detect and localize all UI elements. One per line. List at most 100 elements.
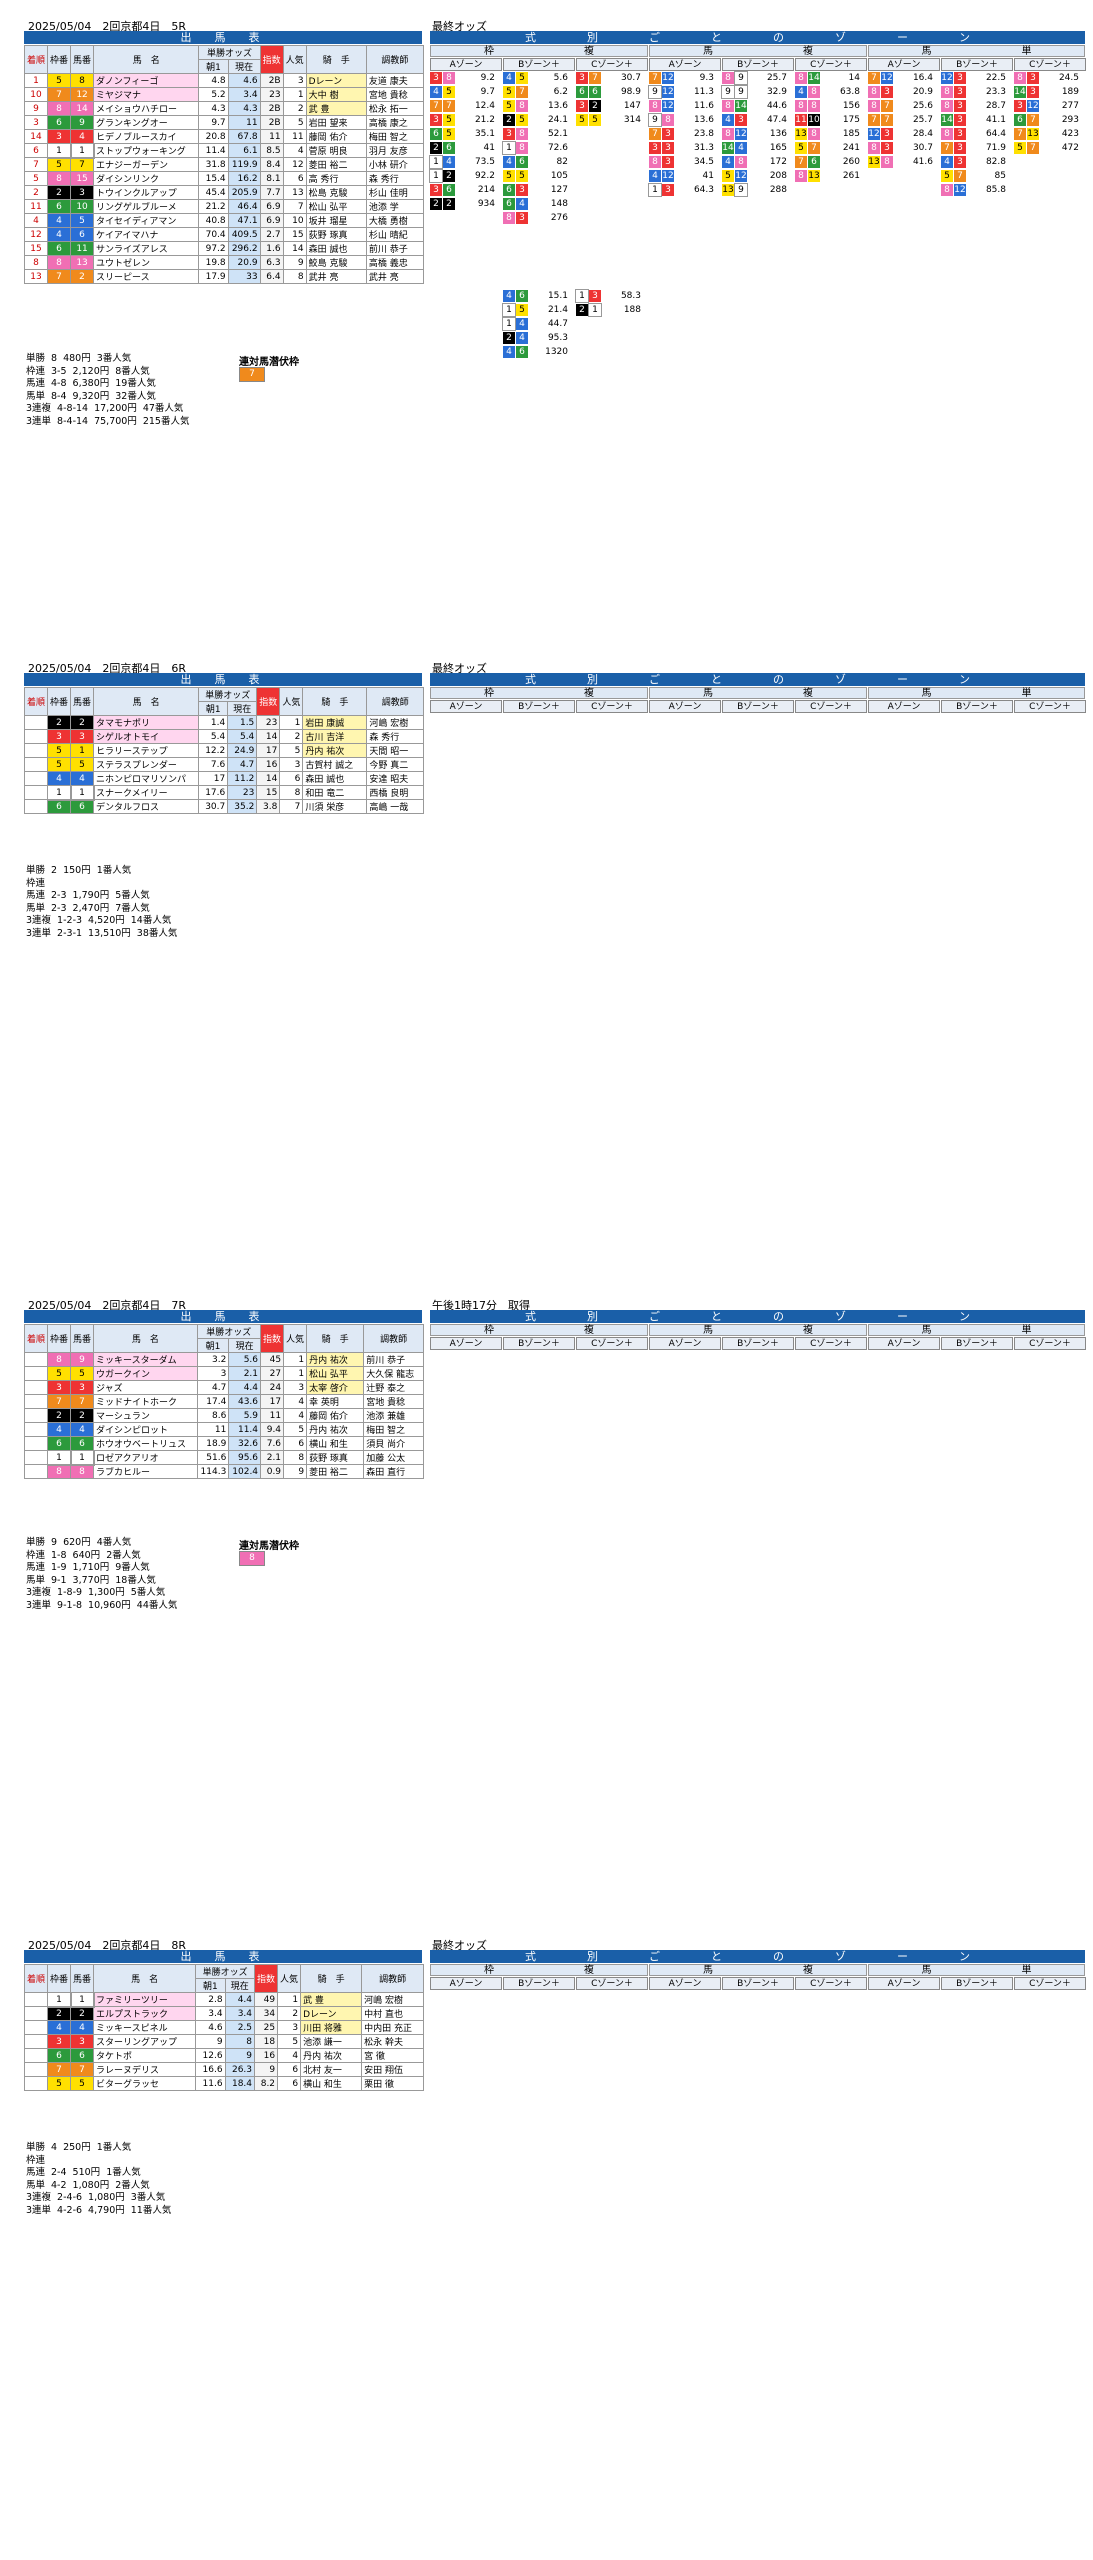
combo-a: 2	[430, 198, 442, 210]
table-row: 11 6 10 リングゲルブルーメ 21.2 46.4 6.9 7 松山 弘平 池添 学	[23, 199, 425, 214]
combo-b: 2	[443, 198, 455, 210]
col-umaban: 馬番	[70, 45, 95, 74]
odds-value: 185	[842, 129, 860, 139]
cell-jockey: 川須 栄彦	[302, 799, 368, 814]
table-subheader-row: 朝1 現在	[25, 59, 424, 74]
odds-row: 3 8 9.2	[430, 72, 502, 85]
combo-b: 3	[954, 142, 966, 154]
table-row: 1 5 8 ダノンフィーゴ 4.8 4.6 2B 3 Dレーン 友道 康夫	[23, 73, 425, 88]
col-odds-morning: 朝1	[198, 59, 229, 74]
col-trainer: 調教師	[361, 1964, 424, 1993]
odds-row: 6 4 148	[503, 198, 575, 211]
cell-odds-current: 24.9	[227, 743, 258, 758]
cell-odds-morning: 20.8	[198, 129, 229, 144]
combo-a: 5	[503, 170, 515, 182]
entry-table: 着順 枠番 馬番 馬 名 単勝オッズ 指数 人気 騎 手 調教師 朝1 現在 1…	[23, 45, 425, 284]
zone-header: Aゾーン	[649, 1337, 721, 1350]
col-jockey: 騎 手	[305, 45, 367, 74]
zone-header: Cゾーン＋	[1014, 58, 1086, 71]
zone-header: Aゾーン	[868, 700, 940, 713]
cell-popularity: 1	[283, 1366, 308, 1381]
cell-jockey: 武 豊	[305, 101, 367, 116]
combo-b: 3	[589, 290, 601, 302]
zone-header: Cゾーン＋	[576, 58, 648, 71]
zone-header: Bゾーン＋	[941, 58, 1013, 71]
odds-title: 最終オッズ	[432, 662, 487, 675]
combo-b: 2	[589, 100, 601, 112]
payout-row: 3連単 8-4-14 75,700円 215番人気	[26, 416, 195, 429]
odds-value: 9.3	[699, 73, 714, 83]
cell-odds-morning: 30.7	[198, 799, 229, 814]
odds-row: 5 5 105	[503, 170, 575, 183]
zone-header: Bゾーン＋	[503, 1977, 575, 1990]
odds-row: 7 7 12.4	[430, 100, 502, 113]
cell-waku: 2	[47, 185, 72, 200]
cell-trainer: 安田 翔伍	[361, 2062, 424, 2077]
combo-a: 8	[503, 212, 515, 224]
odds-row: 3 7 30.7	[576, 72, 648, 85]
zone-header: Cゾーン＋	[1014, 1337, 1086, 1350]
payout-field: 4,520円	[88, 915, 125, 926]
cell-trainer: 森 秀行	[365, 171, 425, 186]
combo-a: 1	[648, 183, 662, 197]
col-finish: 着順	[23, 687, 49, 716]
cell-index: 2.7	[259, 227, 284, 242]
combo-b: 10	[808, 114, 820, 126]
entry-table-title: 出 馬 表	[24, 673, 422, 686]
cat-waku-fuku: 枠 複	[430, 1324, 648, 1336]
col-jockey: 騎 手	[306, 1324, 365, 1353]
combo-b: 5	[443, 86, 455, 98]
odds-row: 8 14 44.6	[722, 100, 794, 113]
payout-field: 18番人気	[115, 1574, 156, 1586]
cell-trainer: 武井 亮	[365, 269, 425, 284]
table-row: 2 2 3 トウインクルアップ 45.4 205.9 7.7 13 松島 克駿 杉山 佳明	[23, 185, 425, 200]
odds-value: 34.5	[693, 157, 714, 167]
combo-a: 2	[503, 114, 515, 126]
cell-popularity: 5	[282, 115, 307, 130]
cell-jockey: 松山 弘平	[306, 1366, 365, 1381]
odds-value: 25.7	[766, 73, 787, 83]
cell-jockey: 森田 誠也	[302, 771, 368, 786]
combo-a: 8	[795, 72, 807, 84]
combo-a: 5	[722, 170, 734, 182]
odds-row: 2 1 188	[576, 303, 648, 317]
combo-a: 8	[722, 100, 734, 112]
combo-b: 12	[735, 128, 747, 140]
cell-trainer: 杉山 佳明	[365, 185, 425, 200]
combo-b: 8	[516, 142, 528, 154]
combo-b: 3	[881, 142, 893, 154]
combo-b: 12	[662, 86, 674, 98]
cell-jockey: 岩田 康誠	[302, 715, 368, 730]
odds-row: 5 12 208	[722, 170, 794, 183]
combo-a: 6	[503, 184, 515, 196]
odds-row: 11 10 175	[795, 114, 867, 127]
cell-popularity: 9	[282, 255, 307, 270]
payout-row: 馬単 8-4 9,320円 32番人気	[26, 391, 195, 404]
entry-table: 着順 枠番 馬番 馬 名 単勝オッズ 指数 人気 騎 手 調教師 朝1 現在 2…	[23, 687, 424, 814]
cell-odds-current: 95.6	[228, 1450, 262, 1465]
payout-row: 馬連 2-4 510円 1番人気	[26, 2167, 177, 2180]
cell-waku: 2	[47, 1408, 72, 1423]
combo-b: 3	[662, 156, 674, 168]
odds-row: 3 5 21.2	[430, 114, 502, 127]
odds-value: 41.6	[912, 157, 933, 167]
payout-row: 3連複 1-2-3 4,520円 14番人気	[26, 915, 183, 928]
race-header: 2025/05/04 2回京都4日 7R	[28, 1297, 186, 1313]
cell-popularity: 3	[282, 73, 307, 88]
cell-popularity: 2	[277, 2006, 302, 2021]
combo-b: 7	[881, 114, 893, 126]
cell-umaban: 9	[70, 115, 95, 130]
cat-fuku: 複	[584, 46, 594, 57]
odds-value: 105	[550, 171, 568, 181]
odds-row: 6 7 293	[1014, 114, 1086, 127]
race-number: 5R	[171, 20, 187, 33]
table-row: 2 2 タマモナポリ 1.4 1.5 23 1 岩田 康誠 河嶋 宏樹	[23, 715, 424, 730]
cell-odds-morning: 3.4	[195, 2006, 226, 2021]
table-row: 5 1 ヒラリーステップ 12.2 24.9 17 5 丹内 祐次 天間 昭一	[23, 743, 424, 758]
zone-header: Aゾーン	[868, 58, 940, 71]
cat-uma2: 馬	[921, 688, 932, 699]
combo-a: 8	[1014, 72, 1026, 84]
table-row: 5 5 ビターグラッセ 11.6 18.4 8.2 6 横山 和生 栗田 徹	[23, 2076, 424, 2091]
zone-header: Cゾーン＋	[576, 1977, 648, 1990]
odds-row: 1 5 21.4	[502, 303, 575, 317]
